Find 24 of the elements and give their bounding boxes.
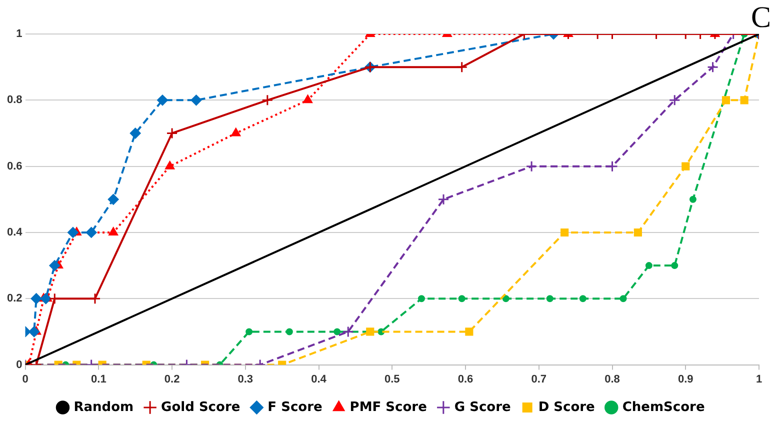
legend-label: Gold Score (161, 400, 240, 415)
x-tick-label: 0.5 (384, 373, 400, 386)
y-tick-label: 0.2 (6, 292, 22, 305)
x-tick-label: 0.6 (458, 373, 474, 386)
legend-label: ChemScore (622, 400, 705, 415)
y-tick-label: 1 (16, 28, 22, 40)
x-tick-label: 1 (756, 373, 762, 386)
x-tick-label: 0.8 (604, 373, 620, 386)
y-tick-label: 0 (16, 358, 22, 371)
x-tick-label: 0.4 (311, 373, 328, 386)
legend-label: F Score (268, 400, 322, 415)
legend-label: Random (74, 400, 134, 415)
x-tick-label: 0.1 (91, 373, 106, 386)
text: C (750, 0, 771, 34)
x-tick-label: 0.9 (678, 373, 694, 386)
legend-label: G Score (454, 400, 512, 415)
y-tick-label: 0.6 (6, 160, 22, 172)
legend-label: PMF Score (350, 400, 428, 415)
legend-label: D Score (538, 400, 596, 415)
x-tick-label: 0.7 (531, 373, 547, 386)
y-tick-label: 0.4 (6, 226, 24, 239)
x-tick-label: 0.3 (238, 373, 254, 386)
x-tick-label: 0.2 (164, 373, 180, 386)
y-tick-label: 0.8 (6, 94, 22, 106)
